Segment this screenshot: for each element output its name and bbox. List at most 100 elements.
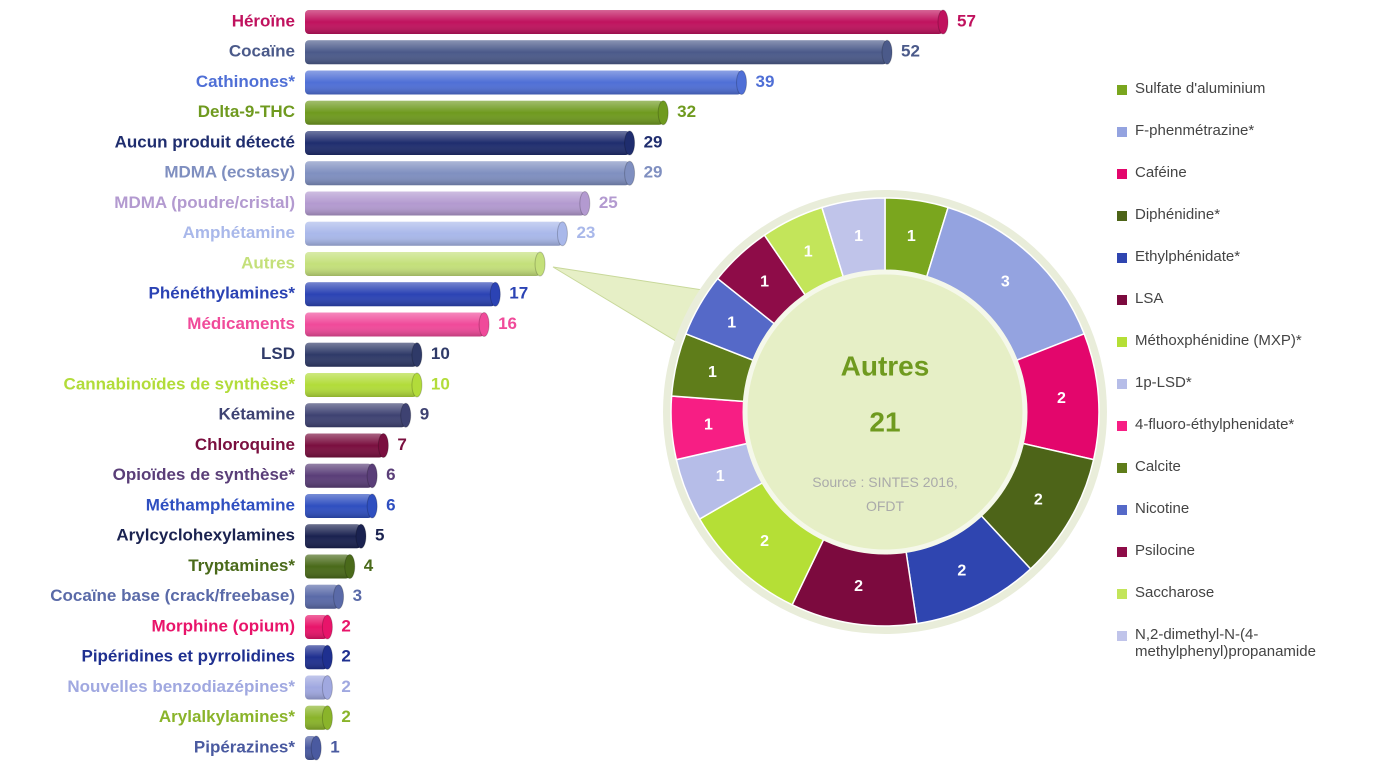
category-label: Médicaments	[187, 314, 295, 333]
legend-label: 4-fluoro-éthylphenidate*	[1135, 416, 1295, 433]
legend-swatch	[1117, 463, 1127, 473]
bar-shine	[305, 615, 328, 639]
segment-label: 2	[1034, 492, 1043, 509]
category-label: Nouvelles benzodiazépines*	[67, 677, 295, 696]
value-label: 1	[330, 737, 339, 756]
value-label: 2	[341, 677, 350, 696]
legend-label: Sulfate d'aluminium	[1135, 80, 1266, 97]
bar-cap	[366, 493, 378, 519]
value-label: 5	[375, 526, 384, 545]
bar-cap	[400, 402, 412, 428]
bar-cap	[411, 372, 423, 398]
bar-cap	[333, 584, 345, 610]
value-label: 2	[341, 616, 350, 635]
legend-item: 1p-LSD*	[1117, 374, 1379, 416]
legend-swatch	[1117, 295, 1127, 305]
bar-shine	[305, 40, 888, 65]
bar-shine	[305, 161, 630, 186]
bar-cap	[624, 130, 636, 156]
value-label: 6	[386, 495, 395, 514]
legend-label: N,2-dimethyl-N-(4-methylphenyl)propanami…	[1135, 626, 1316, 660]
segment-label: 2	[1057, 390, 1066, 407]
bar-shine	[305, 524, 361, 549]
legend-item: 4-fluoro-éthylphenidate*	[1117, 416, 1379, 458]
bar-shine	[305, 131, 630, 155]
bar-shine	[305, 645, 328, 670]
category-label: Pipérazines*	[194, 737, 295, 756]
category-label: Delta-9-THC	[198, 102, 295, 121]
bar-shine	[305, 312, 485, 337]
legend-item: Nicotine	[1117, 500, 1379, 542]
bar-shine	[305, 554, 350, 579]
legend-item: Saccharose	[1117, 584, 1379, 626]
category-label: MDMA (poudre/cristal)	[114, 193, 295, 212]
value-label: 17	[509, 284, 528, 303]
category-label: Aucun produit détecté	[115, 132, 295, 151]
category-label: Cannabinoïdes de synthèse*	[64, 374, 296, 393]
bar-cap	[881, 39, 893, 65]
category-label: Opioïdes de synthèse*	[113, 465, 296, 484]
segment-label: 1	[704, 416, 713, 433]
bar-cap	[366, 463, 378, 489]
bar-shine	[305, 191, 585, 216]
value-label: 52	[901, 42, 920, 61]
bar-cap	[657, 100, 669, 126]
bar-cap	[377, 433, 389, 458]
segment-label: 2	[854, 578, 863, 595]
value-label: 4	[364, 556, 374, 575]
category-label: Tryptamines*	[188, 556, 295, 575]
category-label: Phénéthylamines*	[149, 284, 296, 303]
legend-label: Psilocine	[1135, 542, 1196, 559]
category-label: Cathinones*	[196, 72, 296, 91]
donut-title: Autres	[841, 350, 930, 381]
legend-label: F-phenmétrazine*	[1135, 122, 1255, 139]
bar-cap	[310, 735, 322, 761]
bar-shine	[305, 252, 541, 276]
bar-cap	[321, 614, 333, 640]
segment-label: 1	[716, 468, 725, 485]
legend-swatch	[1117, 631, 1127, 641]
legend-swatch	[1117, 547, 1127, 557]
legend-label: Diphénidine*	[1135, 206, 1221, 223]
value-label: 16	[498, 314, 517, 333]
legend-item: Diphénidine*	[1117, 206, 1379, 248]
segment-label: 1	[708, 364, 717, 381]
value-label: 39	[756, 72, 775, 91]
bar-cap	[556, 221, 568, 247]
bar-shine	[305, 433, 384, 458]
value-label: 29	[644, 132, 663, 151]
segment-label: 1	[760, 273, 769, 290]
legend-label: Nicotine	[1135, 500, 1190, 517]
bar-cap	[534, 251, 546, 277]
bar-shine	[305, 463, 373, 488]
bar-shine	[305, 675, 328, 700]
category-label: Cocaïne	[229, 42, 295, 61]
category-label: Méthamphétamine	[146, 495, 295, 514]
legend: Sulfate d'aluminium F-phenmétrazine* Caféi…	[1117, 80, 1379, 668]
bar-cap	[478, 312, 490, 337]
value-label: 10	[431, 344, 450, 363]
value-label: 25	[599, 193, 618, 212]
legend-label: Ethylphénidate*	[1135, 248, 1241, 265]
bar-cap	[624, 160, 636, 186]
bar-cap	[736, 70, 748, 95]
segment-label: 1	[907, 228, 916, 245]
bar-shine	[305, 100, 664, 125]
legend-item: N,2-dimethyl-N-(4-methylphenyl)propanami…	[1117, 626, 1379, 668]
bar-cap	[355, 523, 367, 549]
category-label: Pipéridines et pyrrolidines	[81, 647, 295, 666]
category-label: Amphétamine	[183, 223, 295, 242]
bar-cap	[344, 554, 356, 579]
legend-label: Méthoxphénidine (MXP)*	[1135, 332, 1302, 349]
category-label: Héroïne	[232, 11, 295, 30]
category-label: Chloroquine	[195, 435, 295, 454]
value-label: 10	[431, 374, 450, 393]
bar-cap	[321, 705, 333, 731]
value-label: 57	[957, 11, 976, 30]
legend-item: Psilocine	[1117, 542, 1379, 584]
legend-label: 1p-LSD*	[1135, 374, 1192, 391]
segment-label: 1	[854, 228, 863, 245]
source: Source : SINTES 2016, OFDT	[812, 474, 958, 514]
